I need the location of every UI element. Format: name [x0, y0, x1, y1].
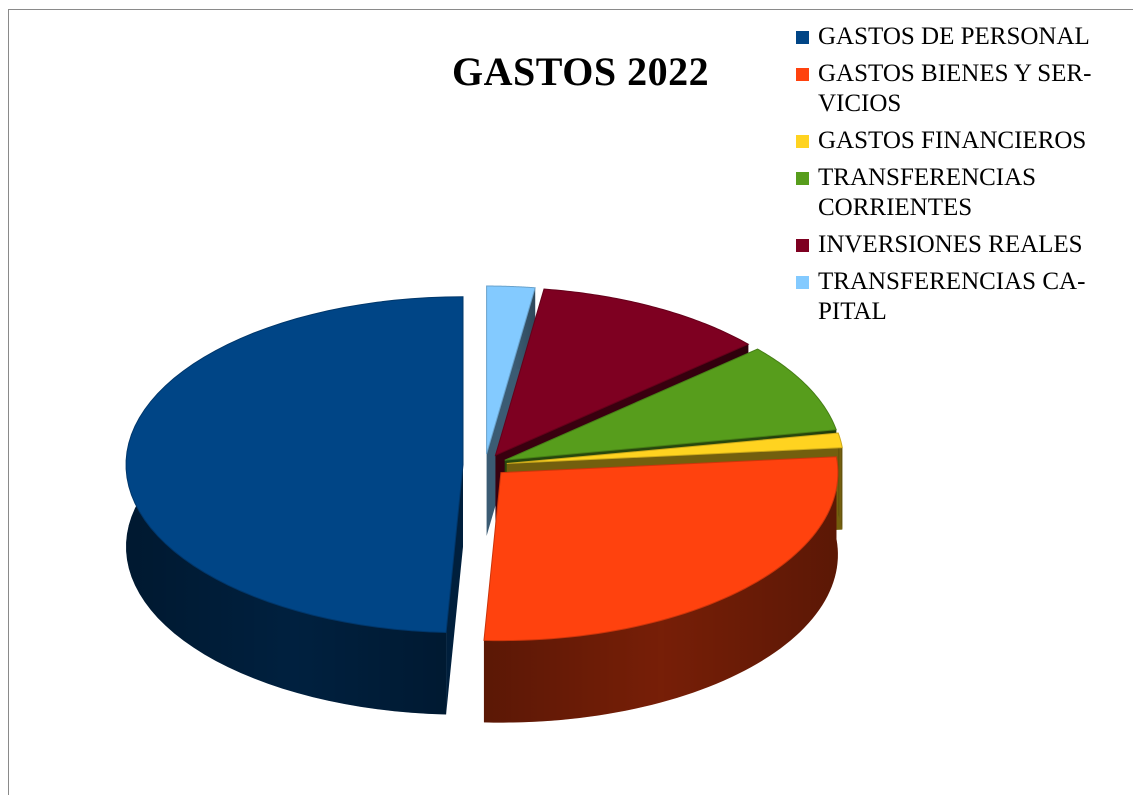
legend-item: GASTOS FINANCIEROS [796, 126, 1126, 156]
pie-slice [125, 296, 464, 634]
pie-slice-outer-shade [483, 456, 838, 723]
legend-item: GASTOS DE PERSONAL [796, 22, 1126, 52]
legend-label: TRANSFERENCIAS CA- PITAL [818, 268, 1086, 325]
pie-slice-wall [446, 464, 464, 715]
legend-label: GASTOS DE PERSONAL [818, 23, 1090, 50]
legend-label: TRANSFERENCIAS CORRIENTES [818, 164, 1037, 221]
pie-slice [494, 288, 750, 457]
pie-slice [506, 432, 843, 464]
pie-slice-outer-shade [838, 433, 843, 530]
chart-title: GASTOS 2022 [452, 49, 710, 94]
legend-swatch [796, 276, 809, 289]
legend-item: INVERSIONES REALES [796, 230, 1126, 260]
pie-slice [483, 456, 839, 642]
pie-slice [486, 285, 536, 455]
pie-slice [504, 348, 837, 461]
legend-swatch [796, 239, 809, 252]
pie-slice-side [483, 456, 839, 723]
legend-swatch [796, 68, 809, 81]
pie-sides [125, 285, 843, 723]
legend-item: TRANSFERENCIAS CA- PITAL [796, 267, 1126, 327]
legend-label: GASTOS FINANCIEROS [818, 127, 1087, 154]
legend-label: GASTOS BIENES Y SER- VICIOS [818, 60, 1092, 117]
legend-swatch [796, 172, 809, 185]
legend-item: GASTOS BIENES Y SER- VICIOS [796, 59, 1126, 119]
pie-slice-side [125, 296, 464, 715]
chart-legend: GASTOS DE PERSONAL GASTOS BIENES Y SER- V… [796, 22, 1126, 334]
chart-frame [8, 9, 1133, 795]
legend-item: TRANSFERENCIAS CORRIENTES [796, 163, 1126, 223]
legend-swatch [796, 31, 809, 44]
legend-swatch [796, 135, 809, 148]
legend-label: INVERSIONES REALES [818, 231, 1083, 258]
